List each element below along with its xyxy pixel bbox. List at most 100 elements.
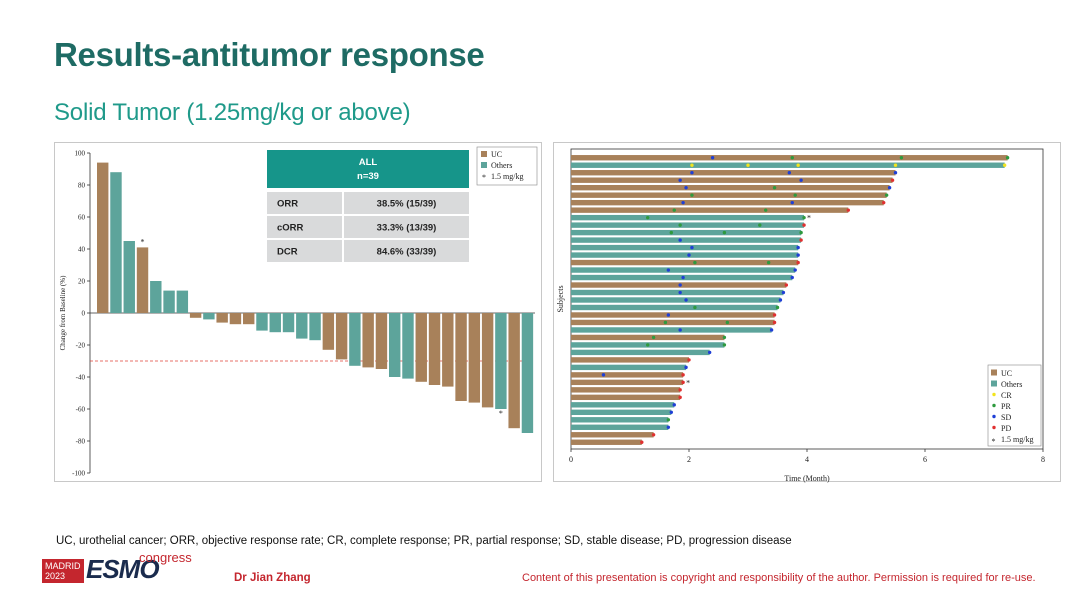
- waterfall-bar: [163, 290, 175, 313]
- legend-swatch: [991, 369, 997, 376]
- response-event-marker: [1002, 163, 1007, 167]
- subject-bar: [571, 312, 775, 318]
- response-event-marker: [681, 275, 685, 280]
- response-event-marker: [793, 193, 797, 197]
- waterfall-bar: [375, 313, 388, 369]
- subject-bar: [571, 432, 654, 438]
- response-event-marker: [764, 208, 768, 212]
- summary-table-label-cell: [267, 240, 342, 262]
- subject-bar: [571, 372, 684, 378]
- waterfall-bar: [428, 313, 441, 385]
- response-event-marker: [772, 185, 777, 190]
- response-event-marker: [678, 238, 682, 242]
- subject-bar: [571, 424, 669, 430]
- subject-bar: [571, 207, 849, 213]
- waterfall-bar: [97, 162, 109, 313]
- subject-bar: [571, 259, 799, 266]
- summary-table-subtitle: n=39: [357, 171, 379, 182]
- y-tick-label: 40: [78, 246, 86, 254]
- high-dose-marker: *: [499, 409, 503, 418]
- response-event-marker: [769, 328, 774, 332]
- slide-title: Results-antitumor response: [54, 36, 485, 73]
- waterfall-bar: [216, 313, 228, 323]
- y-tick-label: -60: [76, 406, 86, 414]
- waterfall-bar: [269, 313, 281, 333]
- logo-location: MADRID 2023: [42, 559, 84, 583]
- y-tick-label: 100: [75, 150, 86, 158]
- logo-brand: ESMO: [86, 554, 160, 584]
- waterfall-bar: [335, 313, 348, 360]
- response-event-marker: [684, 185, 688, 190]
- response-event-marker: [646, 215, 650, 220]
- waterfall-bar: [455, 313, 467, 401]
- response-event-marker: [722, 230, 727, 235]
- legend-swatch: [992, 403, 996, 408]
- waterfall-bar: [468, 313, 481, 403]
- legend-swatch-others: [481, 162, 487, 168]
- y-axis-label: Subjects: [556, 285, 565, 312]
- subject-bar: [571, 357, 689, 363]
- legend-label: PD: [1001, 424, 1011, 433]
- subject-bar: [571, 289, 784, 296]
- y-tick-label: -40: [76, 374, 86, 382]
- waterfall-bar: [110, 172, 122, 313]
- subject-bar: [571, 155, 1008, 161]
- y-tick-label: 0: [82, 310, 86, 318]
- summary-table-label-cell: [267, 192, 342, 214]
- response-event-marker: [681, 373, 685, 377]
- response-event-marker: [725, 320, 730, 325]
- legend-label: PR: [1001, 402, 1011, 411]
- legend-marker-high-dose: *: [482, 173, 486, 182]
- subject-bar: [571, 222, 805, 228]
- response-event-marker: [799, 230, 803, 235]
- y-tick-label: -80: [76, 438, 86, 446]
- subject-bar: [571, 252, 799, 258]
- waterfall-bar: [296, 313, 308, 339]
- waterfall-bar: [349, 313, 361, 366]
- response-event-marker: [601, 373, 606, 377]
- legend-swatch: [992, 425, 996, 430]
- swimmer-chart: 0 2 4 6 8 Time (Month) Subjects * * UC Others CR PR S…: [556, 148, 1045, 483]
- waterfall-bar: [256, 313, 268, 331]
- subject-bar: [571, 192, 887, 198]
- x-tick-label: 4: [805, 455, 809, 464]
- response-event-marker: [707, 350, 712, 355]
- subject-bar: [571, 364, 687, 371]
- legend-marker-high-dose: *: [992, 437, 996, 446]
- summary-table-header: [267, 150, 469, 188]
- response-event-marker: [684, 298, 688, 302]
- slide-subtitle: Solid Tumor (1.25mg/kg or above): [54, 99, 411, 126]
- response-event-marker: [663, 320, 668, 325]
- response-event-marker: [678, 290, 682, 295]
- esmo-logo: MADRID 2023 ESMO congress: [42, 550, 192, 586]
- response-event-marker: [640, 440, 644, 444]
- subject-bar: [571, 409, 672, 416]
- response-event-marker: [793, 268, 797, 272]
- response-event-marker: [666, 313, 671, 317]
- response-event-marker: [893, 163, 898, 167]
- logo-year: 2023: [45, 571, 66, 581]
- response-event-marker: [746, 163, 750, 167]
- subject-bar: [571, 162, 1005, 168]
- response-event-marker: [690, 171, 694, 175]
- subject-bar: [571, 334, 725, 341]
- response-event-marker: [778, 298, 783, 302]
- response-event-marker: [887, 185, 892, 190]
- y-tick-label: 20: [78, 278, 86, 286]
- response-event-marker: [796, 253, 800, 257]
- legend-label: CR: [1001, 391, 1012, 400]
- swimmer-chart-panel: 0 2 4 6 8 Time (Month) Subjects * * UC Others CR PR S…: [553, 142, 1061, 483]
- legend-label-others: Others: [491, 161, 512, 170]
- logo-city: MADRID: [45, 561, 81, 571]
- subject-bar: [571, 387, 681, 393]
- waterfall-bar: [402, 313, 414, 379]
- y-tick-label: -20: [76, 342, 86, 350]
- x-axis-label: Time (Month): [784, 474, 830, 483]
- response-event-marker: [796, 260, 800, 265]
- subject-bar: [571, 439, 642, 445]
- response-event-marker: [669, 410, 673, 415]
- waterfall-bar: [481, 313, 494, 408]
- legend-label: SD: [1001, 413, 1011, 422]
- y-tick-label: 60: [78, 214, 86, 222]
- subject-bar: [571, 394, 681, 401]
